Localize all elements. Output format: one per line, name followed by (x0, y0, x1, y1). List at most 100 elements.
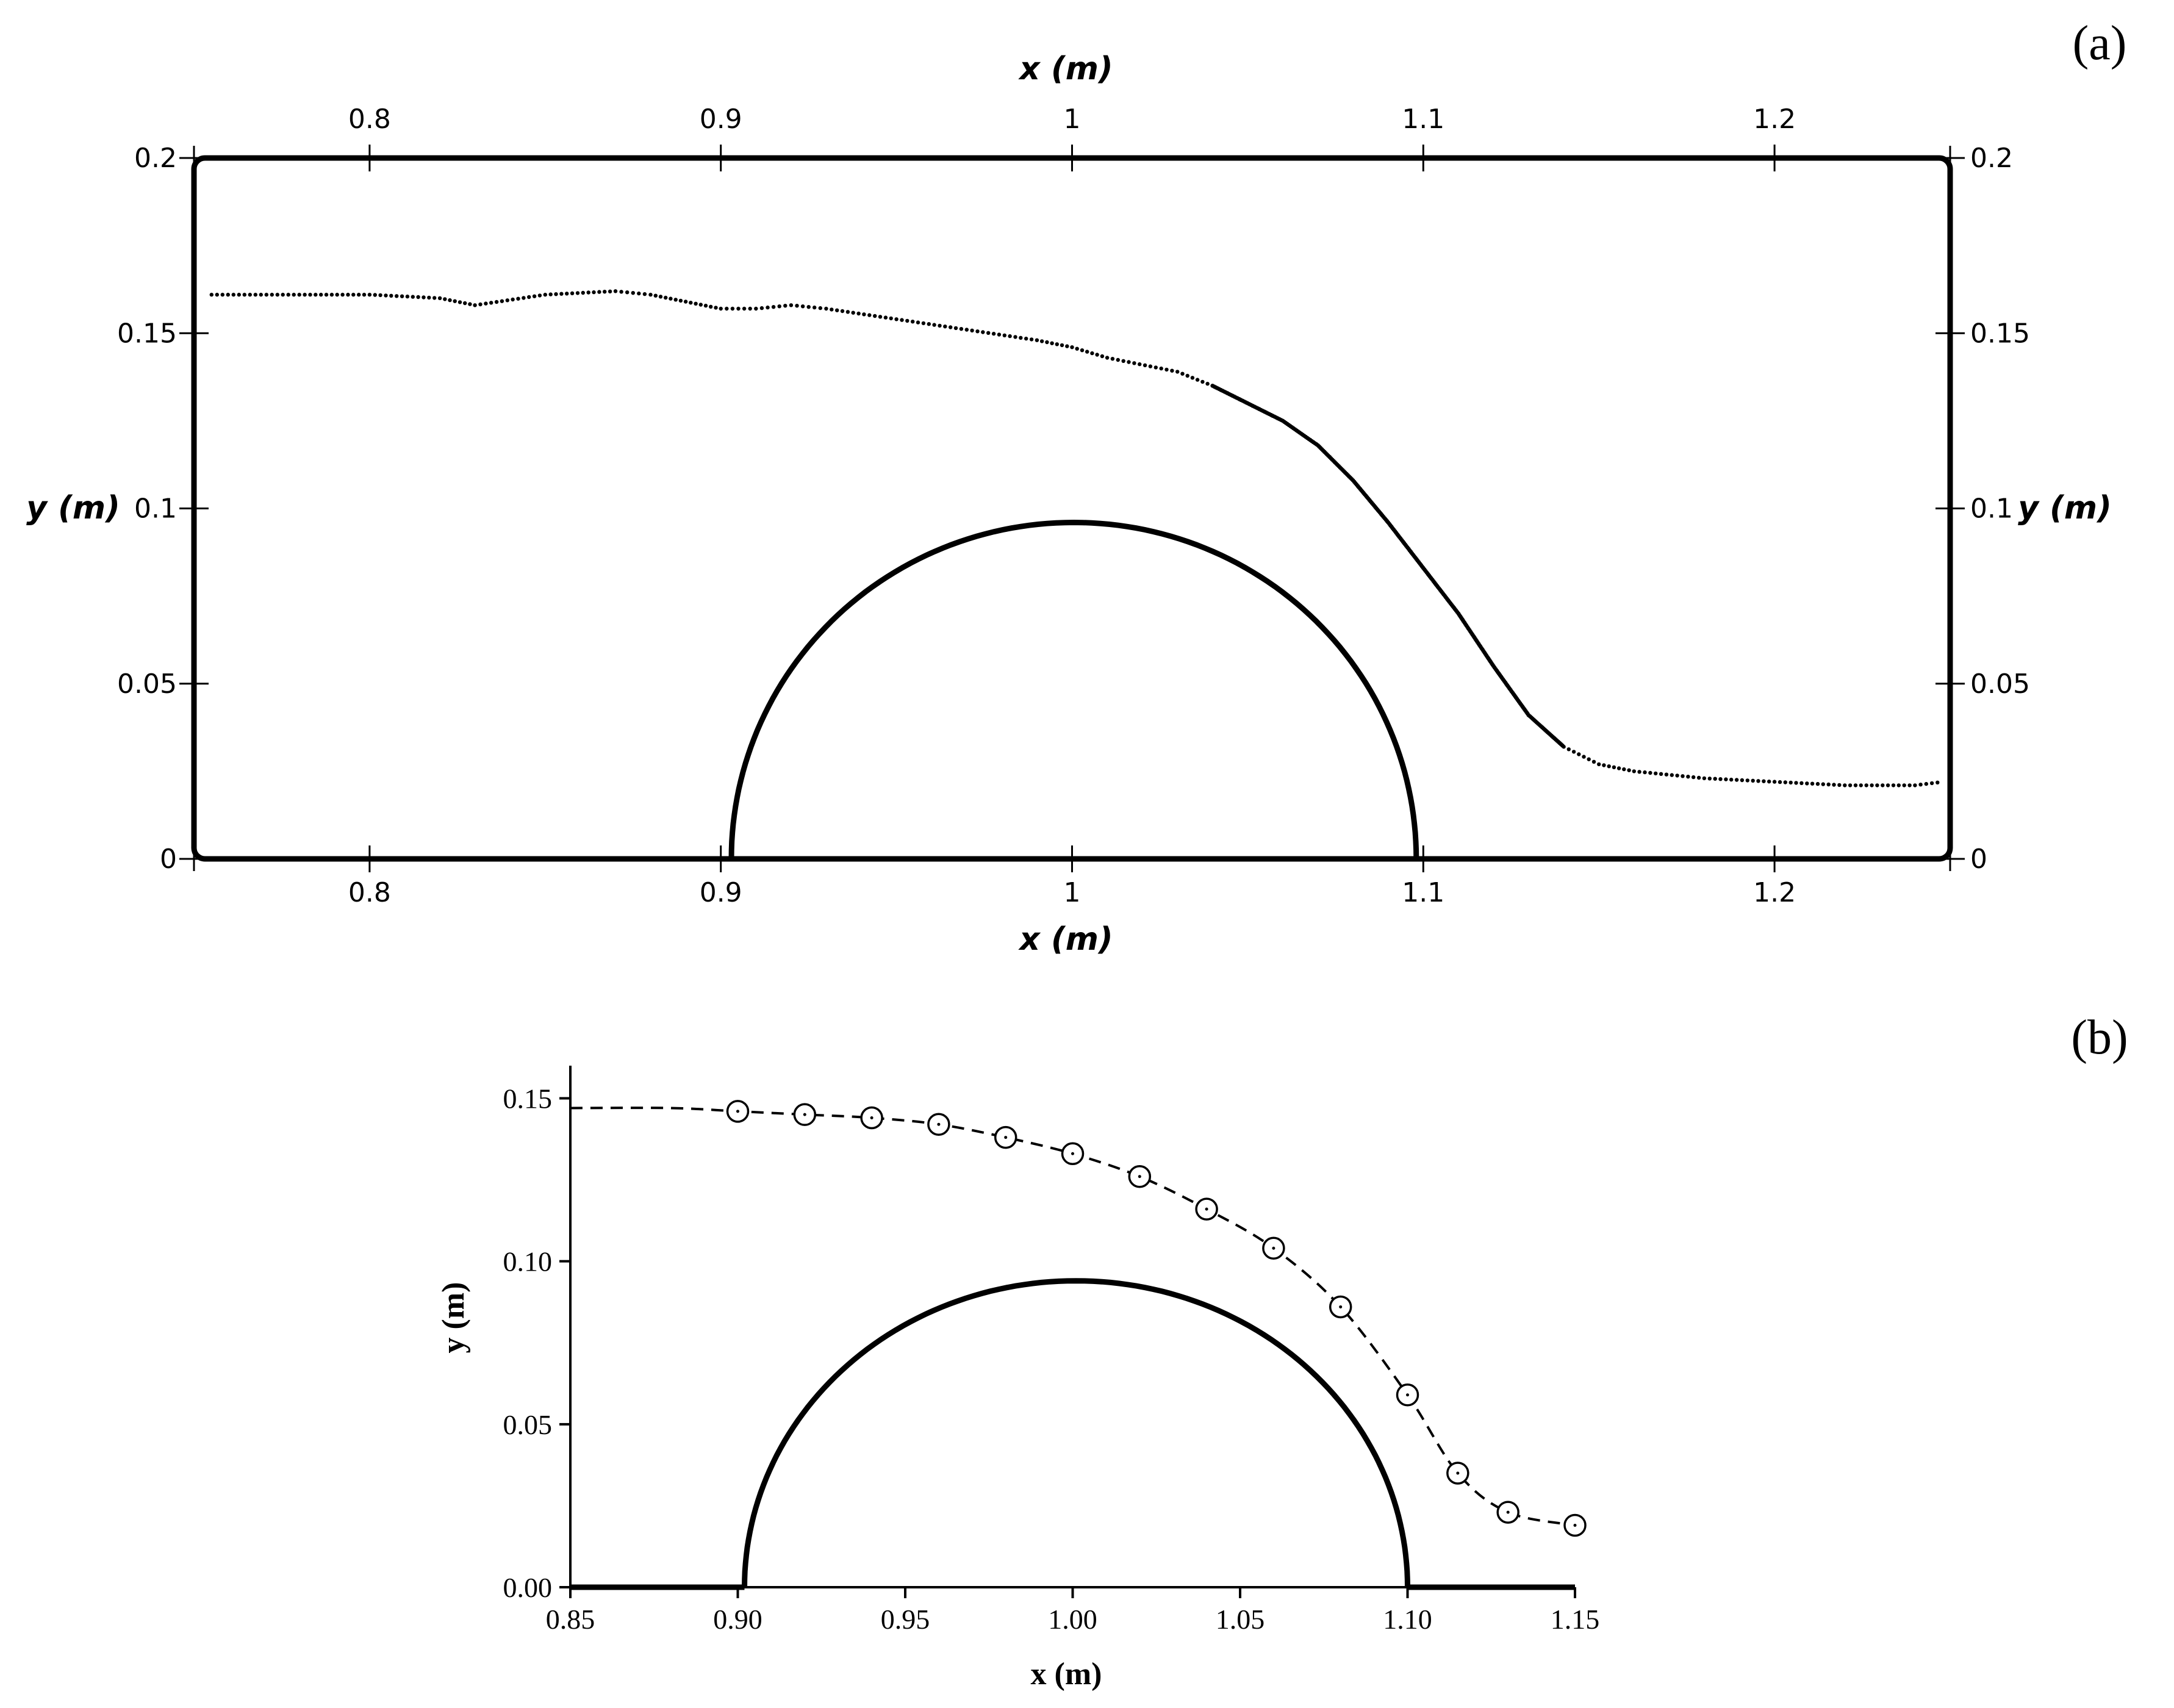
panel-b-xtick-label: 0.95 (881, 1604, 930, 1635)
panel-a-data-point (1891, 783, 1896, 788)
panel-a-xtick-label-top: 0.9 (700, 104, 742, 135)
panel-a-data-point (689, 301, 693, 305)
panel-a-xtick-label-bottom: 1.2 (1753, 877, 1796, 908)
panel-a-data-point (1772, 780, 1777, 784)
panel-a-data-point (664, 295, 668, 300)
panel-a-data-point (840, 309, 845, 314)
panel-a-data-point (642, 292, 647, 296)
panel-a-data-point (215, 292, 219, 297)
panel-b-circle-marker-center (736, 1110, 739, 1113)
panel-a-ticks: 0.8 0.8 0.9 0.9 1 1 1.1 1.1 1.2 1.2 0 0 0.05 0.05 0.1 0… (117, 104, 2030, 908)
panel-b-xtick-label: 1.00 (1048, 1604, 1097, 1635)
panel-a-data-point (867, 313, 872, 317)
panel-a-data-point (694, 301, 698, 306)
panel-a-data-point (357, 292, 361, 297)
panel-a-data-point (448, 298, 452, 303)
panel-a-data-point (565, 292, 569, 296)
panel-a-data-point (242, 292, 246, 297)
panel-a-data-point (324, 292, 329, 297)
panel-a-data-point (1794, 781, 1798, 785)
panel-a-data-point (777, 304, 781, 309)
panel-a-data-point (248, 292, 252, 297)
panel-a-data-point (658, 295, 663, 299)
panel-a-data-point (1734, 778, 1739, 782)
panel-a-data-point (1110, 357, 1115, 361)
panel-a-data-point (1762, 779, 1766, 783)
panel-a-data-point (443, 297, 447, 301)
panel-a-data-point (346, 292, 350, 297)
panel-a-data-point (1180, 371, 1185, 376)
panel-a-data-point (1627, 768, 1631, 772)
panel-a-data-point (1643, 770, 1647, 775)
panel-a-data-point (308, 292, 312, 297)
panel-a-data-point (1713, 777, 1717, 781)
panel-b-ytick-label: 0.10 (503, 1246, 553, 1277)
panel-a-data-point (253, 292, 257, 297)
panel-a-data-point (1035, 338, 1039, 342)
panel-a-data-point (416, 295, 420, 300)
panel-a-data-point (1870, 783, 1874, 788)
panel-a-data-point (437, 296, 442, 300)
panel-a-data-point (818, 306, 823, 310)
panel-a-data-point (1159, 366, 1163, 371)
panel-a-data-point (766, 305, 770, 310)
panel-a-data-point (1788, 780, 1793, 785)
panel-a-data-point (468, 302, 472, 306)
panel-a-data-point (1881, 783, 1885, 788)
panel-a-data-point (1675, 773, 1679, 778)
panel-a-data-point (1821, 782, 1825, 786)
panel-a-data-point (1200, 379, 1205, 384)
panel-a-data-point (683, 300, 688, 304)
panel-a-data-point (669, 296, 673, 301)
panel-a-data-point (1105, 356, 1110, 360)
panel-a-xtick-label-top: 1 (1064, 104, 1081, 135)
panel-a-data-point (484, 301, 488, 306)
panel-a-data-point (709, 304, 713, 309)
panel-a-data-point (648, 292, 653, 297)
panel-a-data-point (856, 311, 861, 316)
panel-a-data-point (1729, 777, 1734, 782)
panel-a-data-point (1810, 781, 1815, 786)
panel-a-data-point (422, 295, 426, 300)
panel-a-data-point (581, 290, 585, 295)
panel-a-data-point (297, 292, 301, 297)
panel-a-data-point (478, 302, 483, 307)
panel-a-data-point (1170, 368, 1174, 373)
panel-a-data-point (537, 293, 542, 298)
panel-a-data-point (1918, 783, 1923, 787)
panel-a-data-point (1002, 333, 1007, 337)
panel-a-xtick-label-bottom: 1.1 (1402, 877, 1444, 908)
panel-a-data-point (1745, 778, 1749, 783)
panel-a-data-point (1632, 769, 1636, 773)
panel-a-data-point (1751, 778, 1755, 783)
panel-a-data-point (586, 290, 590, 295)
panel-a-data-point (625, 290, 630, 295)
panel-b-circle-marker-center (803, 1113, 806, 1116)
panel-a-data-point (319, 292, 323, 297)
panel-a-data-point (1799, 781, 1804, 786)
panel-a-data-point (916, 320, 920, 325)
panel-a-data-point (259, 292, 263, 297)
panel-a-data-point (1116, 357, 1121, 362)
panel-a-data-point (986, 331, 991, 335)
panel-a-data-point (1095, 353, 1099, 357)
panel-a-ytick-label-right: 0 (1970, 844, 1987, 875)
panel-a-data-point (270, 292, 274, 297)
panel-a-data-point (742, 306, 747, 311)
panel-a-data-point (1070, 345, 1074, 350)
panel-a-data-point (795, 304, 799, 308)
panel-a-label: (a) (2073, 16, 2127, 70)
panel-a-data-point (1127, 360, 1131, 364)
panel-a-data-point (1121, 359, 1125, 363)
panel-b-circle-marker-center (1272, 1246, 1275, 1250)
panel-a-frame (191, 155, 1953, 862)
panel-a-data-point (575, 291, 580, 295)
panel-a-data-point (1935, 780, 1940, 785)
panel-b-circle-marker-center (1071, 1152, 1074, 1155)
panel-a-data-point (362, 292, 367, 297)
panel-a-data-point (1562, 745, 1566, 749)
panel-a-data-point (543, 292, 547, 297)
panel-a-data-point (516, 296, 520, 301)
panel-b-ytick-label: 0.15 (503, 1083, 553, 1114)
